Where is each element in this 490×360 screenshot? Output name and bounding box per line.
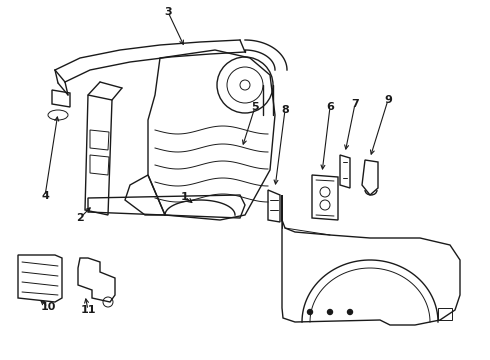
Circle shape (327, 310, 333, 315)
Text: 2: 2 (76, 213, 84, 223)
Text: 5: 5 (251, 102, 259, 112)
Text: 4: 4 (41, 191, 49, 201)
Text: 9: 9 (384, 95, 392, 105)
Text: 11: 11 (80, 305, 96, 315)
Text: 8: 8 (281, 105, 289, 115)
Circle shape (347, 310, 352, 315)
Text: 7: 7 (351, 99, 359, 109)
Text: 10: 10 (40, 302, 56, 312)
Text: 1: 1 (181, 192, 189, 202)
Circle shape (308, 310, 313, 315)
Text: 3: 3 (164, 7, 172, 17)
Text: 6: 6 (326, 102, 334, 112)
